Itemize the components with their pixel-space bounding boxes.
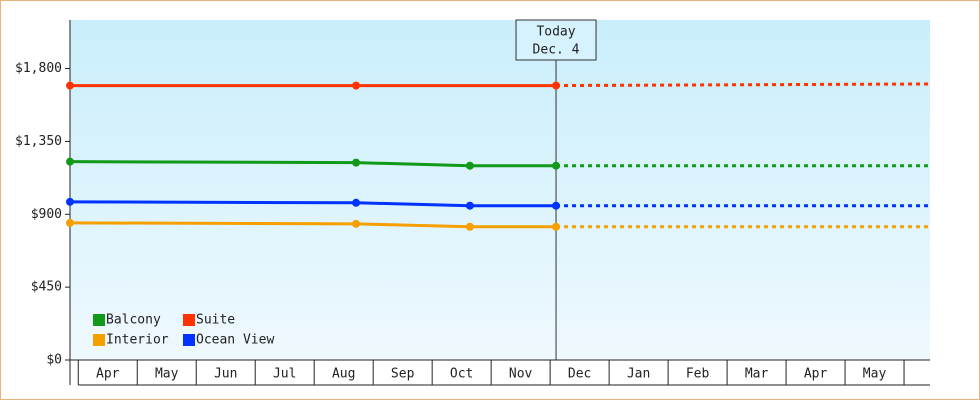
point [66,218,74,227]
x-tick-label: Mar [745,367,769,382]
point [552,201,561,210]
today-label: Dec. 4 [533,43,580,58]
y-tick-label: $1,800 [15,61,62,76]
series-line [69,160,557,168]
y-tick-label: $900 [31,207,62,222]
x-tick-label: Apr [96,367,120,382]
x-tick-label: Nov [509,367,533,382]
x-tick-label: Sep [391,367,415,382]
x-tick-label: Apr [804,367,828,382]
point [66,157,74,166]
forecast-line [556,82,931,88]
series-line [69,221,557,229]
x-tick-label: Aug [332,367,355,382]
legend-label: Interior [106,333,169,348]
legend-swatch [93,314,105,326]
point [465,161,474,170]
legend-swatch [183,314,195,326]
point [552,81,561,90]
point [552,161,561,170]
y-tick-label: $450 [31,280,62,295]
legend-label: Balcony [106,313,161,328]
y-tick-label: $1,350 [15,134,62,149]
x-tick-label: Oct [450,367,473,382]
x-tick-label: Feb [686,367,710,382]
x-tick-label: Jan [627,367,650,382]
point [352,81,361,90]
x-tick-label: May [863,367,887,382]
plot-area [70,20,930,360]
x-tick-label: May [155,367,179,382]
point [352,198,361,207]
legend-swatch [183,334,195,346]
point [465,222,474,231]
legend-label: Suite [196,313,235,328]
legend-swatch [93,334,105,346]
point [352,158,361,167]
x-tick-label: Jul [273,367,296,382]
point [552,222,561,231]
point [66,197,74,206]
y-tick-label: $0 [46,353,62,368]
today-box [515,19,597,61]
x-tick-label: Jun [214,367,237,382]
point [465,201,474,210]
point [66,81,74,90]
point [352,219,361,228]
series-line [69,200,557,208]
today-label: Today [536,25,575,40]
legend-label: Ocean View [196,333,274,348]
x-tick-label: Dec [568,367,591,382]
